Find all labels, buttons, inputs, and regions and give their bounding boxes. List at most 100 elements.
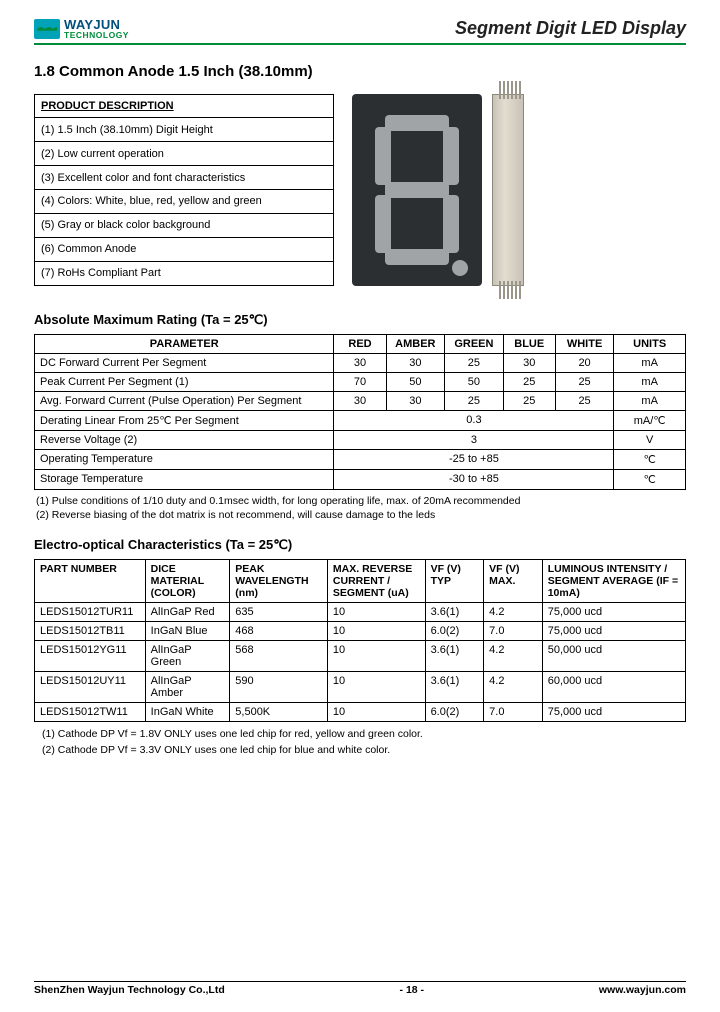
seven-segment-digit (375, 115, 459, 265)
pd-row: (5) Gray or black color background (35, 213, 334, 237)
logo-icon (34, 19, 60, 39)
eoc-footnotes: (1) Cathode DP Vf = 1.8V ONLY uses one l… (42, 727, 686, 759)
amr-note: (1) Pulse conditions of 1/10 duty and 0.… (36, 494, 686, 509)
amr-cell: 30 (334, 391, 386, 410)
footer-right: www.wayjun.com (599, 984, 686, 996)
amr-cell: 25 (445, 391, 504, 410)
eoc-column: LUMINOUS INTENSITY / SEGMENT AVERAGE (IF… (542, 559, 685, 602)
eoc-cell: 4.2 (484, 602, 543, 621)
eoc-cell: LEDS15012TB11 (35, 621, 146, 640)
eoc-cell: 60,000 ucd (542, 671, 685, 702)
eoc-column: PART NUMBER (35, 559, 146, 602)
eoc-footnote: (1) Cathode DP Vf = 1.8V ONLY uses one l… (42, 727, 686, 743)
eoc-cell: 10 (327, 621, 425, 640)
eoc-cell: 6.0(2) (425, 621, 484, 640)
pd-row: (7) RoHs Compliant Part (35, 261, 334, 285)
amr-cell: 20 (555, 353, 614, 372)
eoc-column: DICE MATERIAL (COLOR) (145, 559, 230, 602)
eoc-cell: 75,000 ucd (542, 602, 685, 621)
pd-row: (1) 1.5 Inch (38.10mm) Digit Height (35, 118, 334, 142)
pd-row: (4) Colors: White, blue, red, yellow and… (35, 190, 334, 214)
amr-column: WHITE (555, 334, 614, 353)
eoc-cell: LEDS15012UY11 (35, 671, 146, 702)
amr-param: Storage Temperature (35, 469, 334, 489)
eoc-cell: 590 (230, 671, 328, 702)
logo-text: WAYJUN TECHNOLOGY (64, 18, 129, 40)
amr-span: 0.3 (334, 410, 614, 430)
amr-param: Peak Current Per Segment (1) (35, 372, 334, 391)
eoc-cell: 3.6(1) (425, 640, 484, 671)
amr-span: 3 (334, 430, 614, 449)
footer-left: ShenZhen Wayjun Technology Co.,Ltd (34, 984, 225, 996)
eoc-cell: InGaN Blue (145, 621, 230, 640)
eoc-cell: 7.0 (484, 621, 543, 640)
eoc-cell: LEDS15012TW11 (35, 702, 146, 721)
amr-cell: 25 (503, 391, 555, 410)
amr-table: PARAMETERREDAMBERGREENBLUEWHITEUNITS DC … (34, 334, 686, 490)
amr-param: Derating Linear From 25℃ Per Segment (35, 410, 334, 430)
eoc-column: VF (V) MAX. (484, 559, 543, 602)
segment-b (443, 127, 459, 185)
amr-units: mA (614, 353, 686, 372)
amr-column: GREEN (445, 334, 504, 353)
company-logo: WAYJUN TECHNOLOGY (34, 18, 129, 40)
document-title: Segment Digit LED Display (455, 18, 686, 39)
pd-row: (6) Common Anode (35, 237, 334, 261)
amr-cell: 50 (386, 372, 445, 391)
amr-cell: 25 (445, 353, 504, 372)
amr-units: mA (614, 372, 686, 391)
amr-param: DC Forward Current Per Segment (35, 353, 334, 372)
decimal-point (452, 260, 468, 276)
top-grid: PRODUCT DESCRIPTION (1) 1.5 Inch (38.10m… (34, 94, 686, 286)
eoc-cell: AlInGaP Amber (145, 671, 230, 702)
eoc-table: PART NUMBERDICE MATERIAL (COLOR)PEAK WAV… (34, 559, 686, 722)
segment-e (375, 195, 391, 253)
amr-cell: 30 (386, 391, 445, 410)
amr-units: V (614, 430, 686, 449)
eoc-column: VF (V) TYP (425, 559, 484, 602)
amr-notes: (1) Pulse conditions of 1/10 duty and 0.… (36, 494, 686, 523)
eoc-cell: LEDS15012YG11 (35, 640, 146, 671)
segment-d (385, 249, 449, 265)
eoc-cell: 75,000 ucd (542, 621, 685, 640)
eoc-cell: 10 (327, 602, 425, 621)
pd-heading: PRODUCT DESCRIPTION (35, 94, 334, 118)
segment-f (375, 127, 391, 185)
footer-center: - 18 - (400, 984, 425, 996)
brand-line2: TECHNOLOGY (64, 31, 129, 40)
amr-span: -25 to +85 (334, 449, 614, 469)
eoc-cell: 3.6(1) (425, 602, 484, 621)
segment-c (443, 195, 459, 253)
amr-units: mA/℃ (614, 410, 686, 430)
pd-row: (2) Low current operation (35, 142, 334, 166)
eoc-cell: 7.0 (484, 702, 543, 721)
amr-cell: 30 (334, 353, 386, 372)
amr-units: ℃ (614, 449, 686, 469)
amr-column: RED (334, 334, 386, 353)
eoc-cell: 6.0(2) (425, 702, 484, 721)
led-front-view (352, 94, 482, 286)
eoc-cell: AlInGaP Green (145, 640, 230, 671)
amr-cell: 25 (555, 372, 614, 391)
segment-a (385, 115, 449, 131)
amr-param: Reverse Voltage (2) (35, 430, 334, 449)
led-side-view (492, 94, 524, 286)
product-image (352, 94, 686, 286)
product-description-table: PRODUCT DESCRIPTION (1) 1.5 Inch (38.10m… (34, 94, 334, 286)
segment-g (385, 182, 449, 198)
amr-cell: 25 (503, 372, 555, 391)
amr-column: PARAMETER (35, 334, 334, 353)
pd-row: (3) Excellent color and font characteris… (35, 166, 334, 190)
amr-column: BLUE (503, 334, 555, 353)
eoc-cell: 635 (230, 602, 328, 621)
eoc-cell: 10 (327, 671, 425, 702)
eoc-footnote: (2) Cathode DP Vf = 3.3V ONLY uses one l… (42, 743, 686, 759)
eoc-heading: Electro-optical Characteristics (Ta = 25… (34, 537, 686, 553)
eoc-cell: 468 (230, 621, 328, 640)
eoc-cell: 50,000 ucd (542, 640, 685, 671)
eoc-cell: 3.6(1) (425, 671, 484, 702)
amr-heading: Absolute Maximum Rating (Ta = 25℃) (34, 312, 686, 328)
eoc-column: MAX. REVERSE CURRENT / SEGMENT (uA) (327, 559, 425, 602)
eoc-cell: 10 (327, 702, 425, 721)
amr-column: AMBER (386, 334, 445, 353)
